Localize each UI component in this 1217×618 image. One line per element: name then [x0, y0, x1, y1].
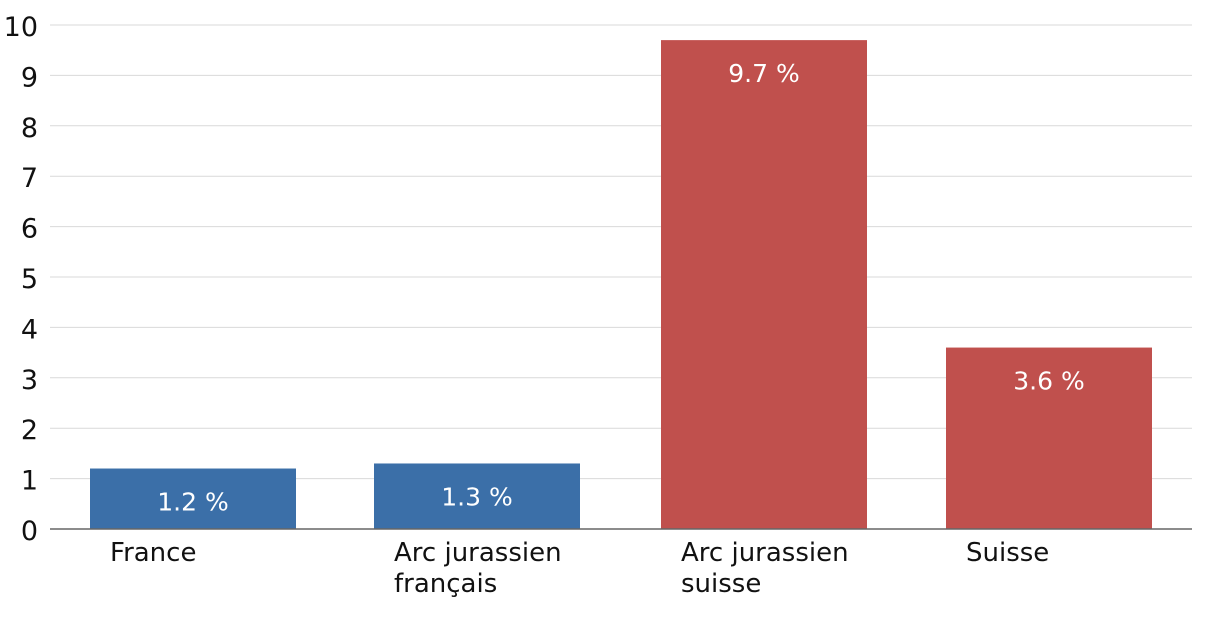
y-tick-label: 0: [21, 516, 38, 547]
y-tick-label: 5: [21, 264, 38, 295]
y-tick-label: 10: [4, 12, 38, 43]
x-tick-label: suisse: [681, 569, 761, 599]
x-tick-label: Arc jurassien: [681, 538, 849, 568]
y-tick-label: 2: [21, 415, 38, 446]
y-tick-label: 9: [21, 62, 38, 93]
bar: [661, 40, 867, 530]
y-tick-label: 3: [21, 365, 38, 396]
y-tick-label: 4: [21, 314, 38, 345]
x-tick-label: France: [110, 538, 196, 568]
x-tick-label: Suisse: [966, 538, 1049, 568]
data-label: 3.6 %: [1013, 367, 1084, 396]
data-label: 1.2 %: [157, 488, 228, 517]
bar: [374, 463, 580, 529]
bar: [946, 347, 1152, 529]
y-tick-label: 7: [21, 163, 38, 194]
y-tick-label: 8: [21, 113, 38, 144]
x-tick-label: Arc jurassien: [394, 538, 562, 568]
y-tick-label: 1: [21, 466, 38, 497]
bar: [90, 468, 296, 529]
x-tick-label: français: [394, 569, 497, 599]
data-label: 9.7 %: [728, 59, 799, 88]
y-tick-label: 6: [21, 214, 38, 245]
data-label: 1.3 %: [441, 482, 512, 511]
